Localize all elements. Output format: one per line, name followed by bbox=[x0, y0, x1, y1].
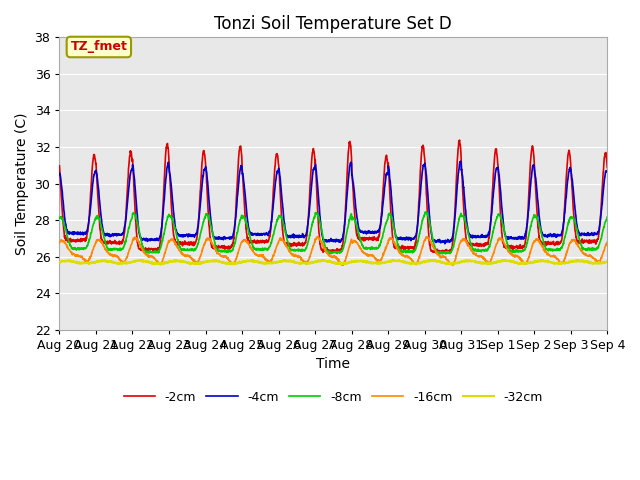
-16cm bbox=[56, 240, 63, 246]
-8cm bbox=[349, 215, 357, 221]
-4cm bbox=[604, 168, 611, 174]
-16cm bbox=[362, 251, 369, 256]
-8cm bbox=[571, 219, 579, 225]
-8cm bbox=[604, 214, 611, 220]
-4cm bbox=[493, 166, 500, 172]
-8cm bbox=[422, 209, 430, 215]
Title: Tonzi Soil Temperature Set D: Tonzi Soil Temperature Set D bbox=[214, 15, 452, 33]
-2cm bbox=[435, 251, 442, 256]
-32cm bbox=[407, 262, 415, 267]
-32cm bbox=[604, 259, 611, 265]
-4cm bbox=[361, 229, 369, 235]
-32cm bbox=[493, 259, 500, 264]
-16cm bbox=[349, 239, 357, 245]
-4cm bbox=[56, 170, 63, 176]
-2cm bbox=[361, 237, 369, 243]
-16cm bbox=[449, 263, 456, 268]
-16cm bbox=[209, 240, 216, 246]
-2cm bbox=[604, 165, 611, 170]
-32cm bbox=[462, 257, 470, 263]
-16cm bbox=[604, 239, 611, 245]
-4cm bbox=[209, 228, 216, 234]
Y-axis label: Soil Temperature (C): Soil Temperature (C) bbox=[15, 112, 29, 255]
-16cm bbox=[571, 238, 579, 244]
-4cm bbox=[349, 180, 357, 185]
-8cm bbox=[56, 215, 63, 221]
Line: -32cm: -32cm bbox=[60, 260, 607, 264]
-8cm bbox=[556, 246, 563, 252]
Legend: -2cm, -4cm, -8cm, -16cm, -32cm: -2cm, -4cm, -8cm, -16cm, -32cm bbox=[118, 385, 548, 408]
-2cm bbox=[349, 186, 357, 192]
-32cm bbox=[349, 258, 357, 264]
-16cm bbox=[493, 240, 500, 246]
-4cm bbox=[457, 158, 465, 164]
-4cm bbox=[556, 233, 563, 239]
-32cm bbox=[556, 260, 563, 265]
-32cm bbox=[571, 258, 579, 264]
-2cm bbox=[56, 163, 63, 168]
-2cm bbox=[209, 244, 216, 250]
Line: -16cm: -16cm bbox=[60, 237, 607, 265]
-2cm bbox=[571, 222, 579, 228]
Line: -2cm: -2cm bbox=[60, 140, 607, 253]
-4cm bbox=[441, 241, 449, 247]
-8cm bbox=[442, 251, 449, 257]
-16cm bbox=[556, 258, 563, 264]
-2cm bbox=[556, 240, 563, 245]
Line: -4cm: -4cm bbox=[60, 161, 607, 244]
Text: TZ_fmet: TZ_fmet bbox=[70, 40, 127, 53]
-8cm bbox=[361, 245, 369, 251]
-2cm bbox=[456, 137, 463, 143]
-4cm bbox=[571, 201, 579, 207]
-8cm bbox=[209, 228, 216, 234]
-32cm bbox=[209, 258, 216, 264]
Line: -8cm: -8cm bbox=[60, 212, 607, 254]
-32cm bbox=[56, 259, 63, 265]
-16cm bbox=[314, 234, 321, 240]
-2cm bbox=[493, 152, 500, 157]
-8cm bbox=[493, 214, 500, 220]
X-axis label: Time: Time bbox=[316, 357, 350, 372]
-32cm bbox=[361, 259, 369, 264]
